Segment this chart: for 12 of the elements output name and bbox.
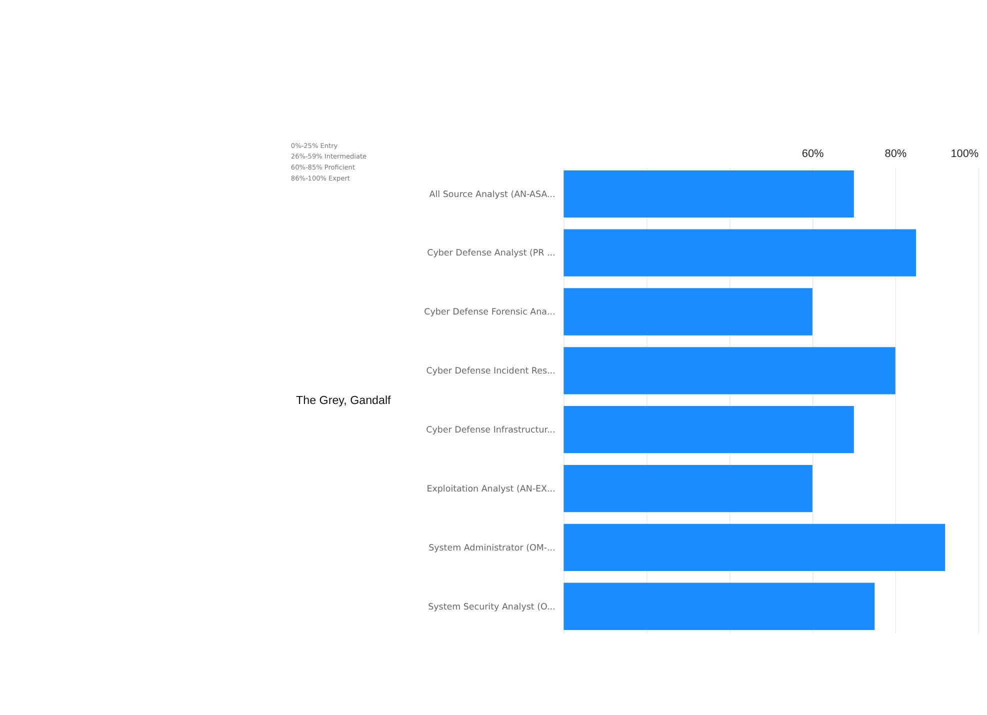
y-tick-label: Cyber Defense Infrastructur... [426,426,556,436]
y-tick-label: Cyber Defense Analyst (PR ... [427,248,556,259]
y-tick-label: All Source Analyst (AN-ASA... [429,190,556,200]
text: The Grey, Gandalf [296,394,392,407]
x-tick-label: 100% [950,148,979,160]
x-tick-label: 60% [802,148,824,160]
y-tick-label: Cyber Defense Incident Res... [426,366,556,377]
y-tick-label: System Security Analyst (O... [428,602,556,612]
x-tick-label: 80% [884,148,907,160]
y-tick-label: System Administrator (OM-... [428,543,556,554]
y-tick-label: Cyber Defense Forensic Ana... [424,308,556,318]
y-tick-label: Exploitation Analyst (AN-EX... [426,484,556,494]
